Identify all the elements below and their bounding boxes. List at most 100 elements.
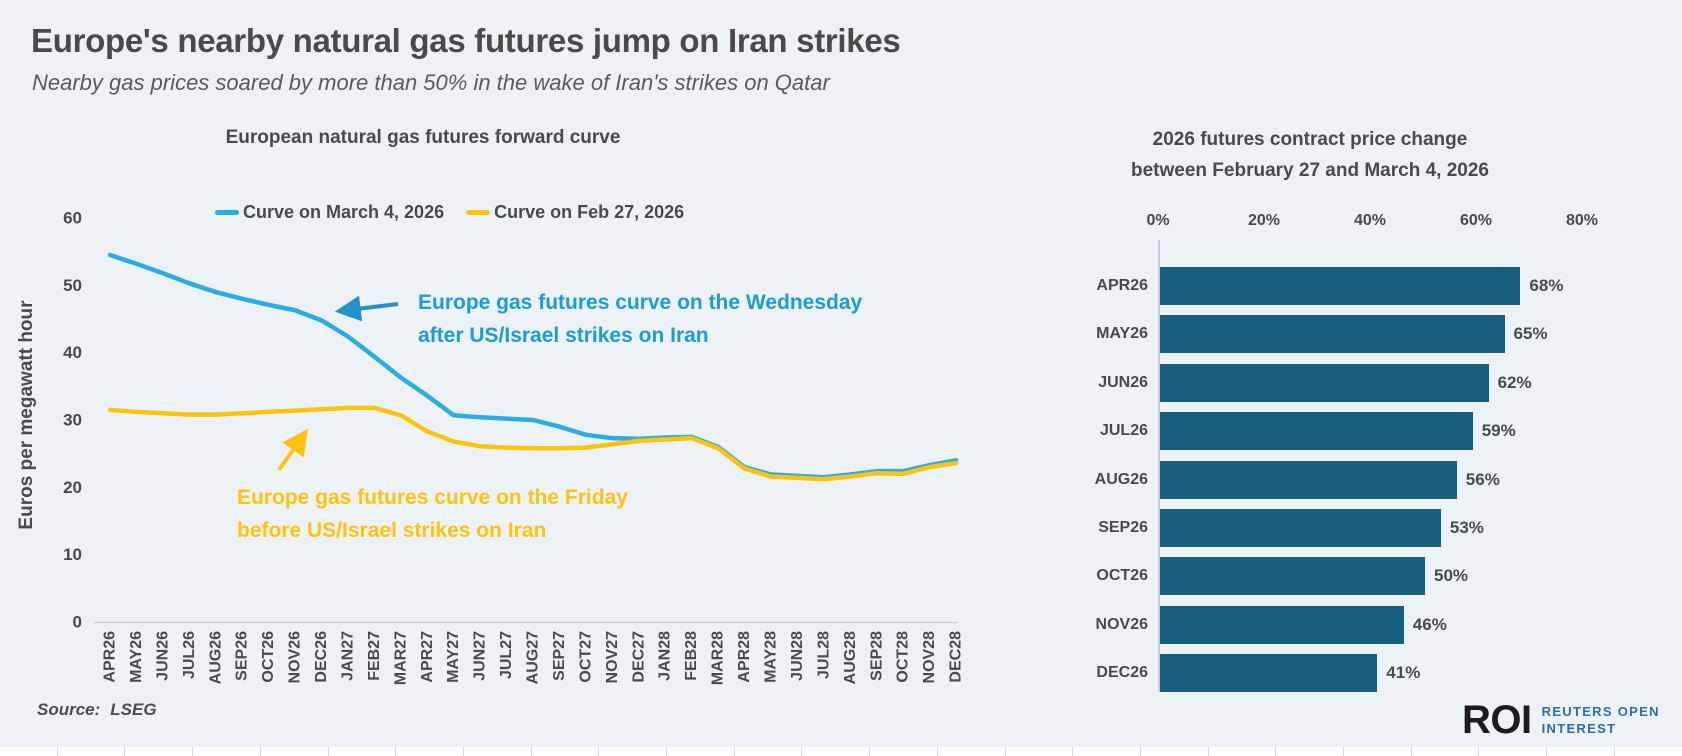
page-title: Europe's nearby natural gas futures jump… (31, 22, 901, 59)
y-tick-label: 60 (63, 209, 82, 228)
x-tick-label: APR26 (102, 631, 119, 683)
annotation-after-strikes-line2: after US/Israel strikes on Iran (418, 324, 709, 347)
x-tick-label: NOV26 (287, 631, 304, 684)
y-tick-label: 10 (63, 545, 82, 564)
roi-logo: ROI REUTERS OPEN INTEREST (1462, 700, 1660, 740)
bottom-strip-tick (1478, 747, 1480, 756)
source-label: Source: (37, 700, 101, 719)
x-tick-label: SEP26 (234, 631, 251, 681)
bottom-strip-tick (259, 747, 261, 756)
legend-label-march4: Curve on March 4, 2026 (243, 202, 445, 222)
bar-value-label: 50% (1434, 566, 1469, 586)
bottom-strip-tick (530, 747, 532, 756)
x-tick-label: APR28 (736, 631, 753, 683)
bottom-strip-tick (1546, 747, 1548, 756)
bottom-strip-tick (1343, 747, 1344, 756)
bottom-strip-tick (936, 747, 938, 756)
bar-x-tick-label: 40% (1353, 212, 1387, 229)
x-tick-label: MAR28 (710, 631, 727, 685)
x-tick-label: FEB28 (683, 631, 700, 681)
bar-category-label: DEC26 (1096, 664, 1148, 682)
y-tick-label: 20 (63, 478, 82, 497)
x-tick-label: FEB27 (366, 631, 383, 681)
x-tick-label: JUN28 (789, 631, 806, 681)
x-tick-label: NOV27 (604, 631, 621, 684)
annotation-after-strikes-line1: Europe gas futures curve on the Wednesda… (418, 291, 863, 314)
x-tick-label: MAR27 (392, 631, 409, 685)
arrow-to-feb27-curve (277, 428, 308, 472)
y-axis-title: Euros per megawatt hour (16, 300, 37, 530)
legend-label-feb27: Curve on Feb 27, 2026 (494, 202, 685, 222)
arrow-to-march4-curve (334, 295, 399, 322)
bar-x-tick-label: 80% (1565, 212, 1599, 229)
bar-category-label: APR26 (1096, 277, 1148, 294)
bar-category-label: OCT26 (1096, 567, 1148, 585)
bar-value-label: 59% (1481, 421, 1516, 441)
bottom-strip-tick (56, 747, 58, 756)
line-chart-title: European natural gas futures forward cur… (225, 127, 621, 148)
roi-logo-text: REUTERS OPEN INTEREST (1542, 703, 1660, 737)
x-tick-label: AUG26 (207, 631, 224, 684)
bar-category-label: AUG26 (1094, 470, 1148, 488)
bar-dec26 (1160, 654, 1378, 693)
x-tick-label: DEC26 (313, 631, 330, 683)
bottom-strip-tick (327, 747, 329, 756)
annotation-before-strikes-line2: before US/Israel strikes on Iran (237, 519, 547, 542)
y-tick-label: 40 (63, 343, 82, 362)
legend-swatch-march4 (215, 210, 239, 215)
bar-sep26 (1160, 509, 1441, 547)
source-note: Source: LSEG (37, 700, 157, 720)
bar-jul26 (1160, 412, 1473, 451)
bar-jun26 (1160, 363, 1489, 402)
bottom-strip-tick (395, 747, 397, 756)
x-tick-label: OCT28 (895, 631, 912, 683)
bar-x-tick-label: 20% (1247, 212, 1281, 229)
y-tick-label: 0 (73, 613, 82, 632)
bar-value-label: 62% (1497, 372, 1532, 392)
x-tick-label: DEC27 (630, 631, 647, 683)
series-line-feb27 (107, 405, 959, 482)
legend-item-feb27: Curve on Feb 27, 2026 (466, 202, 684, 223)
x-tick-label: JUL26 (181, 631, 198, 679)
legend-swatch-feb27 (466, 210, 491, 215)
line-chart-legend: Curve on March 4, 2026 Curve on Feb 27, … (215, 202, 684, 223)
bar-category-label: NOV26 (1095, 615, 1148, 633)
x-tick-label: JAN27 (339, 631, 356, 681)
bottom-strip-tick (1275, 747, 1277, 756)
bottom-strip-tick (1207, 747, 1209, 756)
x-tick-label: OCT26 (260, 631, 277, 683)
bar-category-label: JUL26 (1099, 422, 1148, 440)
x-tick-label: SEP27 (551, 631, 568, 681)
x-tick-label: MAY27 (445, 631, 462, 683)
bar-chart-axis-line (1158, 240, 1160, 692)
bottom-strip-tick (1139, 747, 1141, 756)
x-tick-label: JUN26 (154, 631, 171, 681)
bar-category-label: MAY26 (1096, 325, 1148, 343)
bar-chart-title-line2: between February 27 and March 4, 2026 (1131, 160, 1489, 181)
annotation-before-strikes-line1: Europe gas futures curve on the Friday (237, 486, 628, 509)
bottom-strip-tick (1410, 747, 1412, 756)
bottom-strip-tick (666, 747, 667, 756)
bar-may26 (1160, 315, 1505, 354)
x-tick-label: MAY28 (763, 631, 780, 683)
x-tick-label: NOV28 (921, 631, 938, 684)
page-subtitle: Nearby gas prices soared by more than 50… (32, 70, 830, 95)
y-tick-label: 50 (63, 276, 82, 295)
x-tick-label: MAY26 (128, 631, 145, 683)
roi-logo-text-line1: REUTERS OPEN (1541, 704, 1660, 719)
x-tick-label: APR27 (419, 631, 436, 683)
bar-value-label: 41% (1386, 663, 1421, 683)
bottom-strip-tick (192, 747, 194, 756)
x-tick-label: OCT27 (577, 631, 594, 683)
bottom-strip (0, 747, 1682, 756)
bar-value-label: 65% (1513, 324, 1548, 344)
bottom-strip-tick (124, 747, 126, 756)
bottom-strip-tick (1004, 747, 1006, 756)
x-tick-label: SEP28 (868, 631, 885, 681)
bottom-strip-tick (733, 747, 735, 756)
bar-value-label: 56% (1465, 469, 1500, 489)
x-tick-label: AUG28 (842, 631, 859, 684)
bar-oct26 (1160, 557, 1425, 596)
bar-chart-title-line1: 2026 futures contract price change (1152, 129, 1468, 150)
